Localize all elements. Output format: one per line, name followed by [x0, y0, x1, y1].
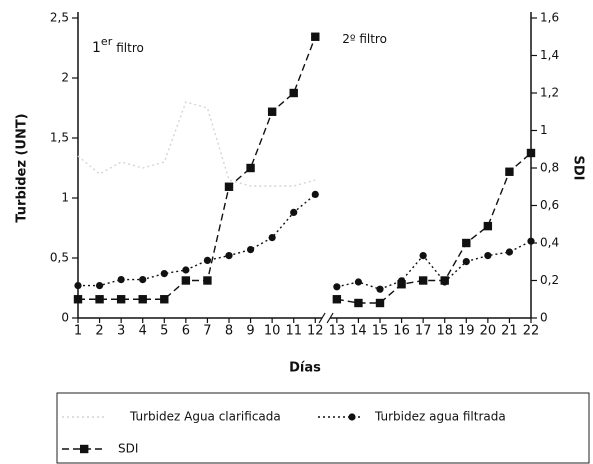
y2-tick-label: 0 — [540, 311, 548, 325]
y2-tick-label: 0,8 — [540, 161, 559, 175]
x-tick-label: 2 — [95, 324, 103, 339]
annotation-part: 1 — [92, 40, 101, 56]
point — [311, 190, 319, 198]
point — [526, 148, 536, 158]
x-tick-label: 12 — [307, 324, 324, 339]
x-tick-label: 7 — [203, 324, 211, 339]
x-tick-label: 8 — [225, 324, 233, 339]
point — [419, 252, 427, 260]
x-tick-label: 21 — [501, 324, 518, 339]
x-tick-label: 6 — [182, 324, 190, 339]
x-tick-label: 19 — [458, 324, 475, 339]
point — [225, 252, 233, 260]
x-tick-label: 22 — [523, 324, 540, 339]
point — [333, 283, 341, 291]
point — [311, 32, 320, 41]
y-tick-label: 2,5 — [50, 11, 69, 25]
x-tick-label: 18 — [436, 324, 453, 339]
x-tick-label: 10 — [264, 324, 281, 339]
point — [505, 248, 514, 256]
point — [354, 298, 363, 308]
point — [332, 295, 342, 304]
x-tick-label: 15 — [372, 324, 389, 339]
y2-tick-label: 0,2 — [540, 273, 559, 287]
point — [354, 278, 363, 286]
legend-marker — [348, 413, 356, 421]
point — [462, 238, 471, 248]
x-tick-label: 4 — [139, 324, 147, 339]
y2-tick-label: 1,4 — [540, 48, 559, 62]
point — [246, 163, 255, 173]
point — [462, 258, 470, 266]
series-line — [77, 101, 316, 187]
point — [181, 276, 191, 285]
x-tick-label: 1 — [74, 324, 82, 339]
point — [73, 295, 83, 304]
y2-tick-label: 0,6 — [540, 198, 559, 212]
y2-tick-label: 1,2 — [540, 86, 559, 100]
annotation: 1er filtro — [92, 35, 144, 56]
point — [268, 234, 276, 242]
point — [246, 246, 255, 254]
point — [224, 182, 234, 191]
point — [116, 295, 126, 304]
x-tick-label: 9 — [246, 324, 254, 339]
point — [138, 295, 147, 304]
point — [440, 276, 449, 285]
y-tick-label: 0 — [61, 311, 69, 325]
x-tick-label: 13 — [329, 324, 346, 339]
point — [290, 208, 298, 216]
y-tick-label: 1 — [61, 191, 69, 205]
point — [397, 280, 406, 289]
x-axis-label: Días — [289, 361, 321, 376]
legend-label: Turbidez Agua clarificada — [129, 410, 281, 424]
point — [483, 221, 493, 231]
legend-marker — [80, 444, 89, 454]
x-tick-label: 5 — [160, 324, 168, 339]
point — [139, 276, 147, 284]
point — [505, 167, 514, 176]
point — [74, 282, 82, 290]
legend-label: Turbidez agua filtrada — [374, 410, 506, 424]
point — [95, 295, 104, 304]
y-tick-label: 0,5 — [50, 251, 69, 265]
x-tick-label: 16 — [393, 324, 410, 339]
point — [418, 276, 428, 285]
y2-tick-label: 1,6 — [540, 11, 559, 25]
point — [203, 276, 212, 285]
x-tick-label: 11 — [285, 324, 302, 339]
x-tick-label: 14 — [350, 324, 367, 339]
y2-tick-label: 1 — [540, 123, 548, 137]
point — [289, 88, 298, 98]
y2-axis-label: SDI — [571, 156, 586, 181]
point — [484, 252, 492, 260]
y-tick-label: 1,5 — [50, 131, 69, 145]
point — [117, 276, 125, 284]
legend-label: SDI — [118, 442, 138, 456]
series-line — [78, 193, 532, 290]
point — [182, 266, 190, 274]
point — [160, 295, 169, 304]
point — [376, 285, 384, 293]
axis-break — [326, 312, 334, 324]
annotation-sup: er — [101, 35, 113, 48]
annotation: 2º filtro — [342, 32, 387, 46]
y2-tick-label: 0,4 — [540, 236, 559, 250]
point — [203, 256, 212, 264]
point — [267, 107, 277, 116]
annotation-part: filtro — [116, 41, 144, 55]
x-tick-label: 17 — [415, 324, 432, 339]
x-tick-label: 3 — [117, 324, 125, 339]
y-tick-label: 2 — [61, 71, 69, 85]
x-tick-label: 20 — [480, 324, 497, 339]
y-axis-label: Turbidez (UNT) — [15, 113, 30, 222]
point — [527, 237, 535, 245]
axis-break — [318, 312, 326, 324]
point — [160, 270, 168, 278]
legend-box — [56, 392, 590, 464]
point — [95, 282, 104, 290]
point — [375, 298, 385, 308]
